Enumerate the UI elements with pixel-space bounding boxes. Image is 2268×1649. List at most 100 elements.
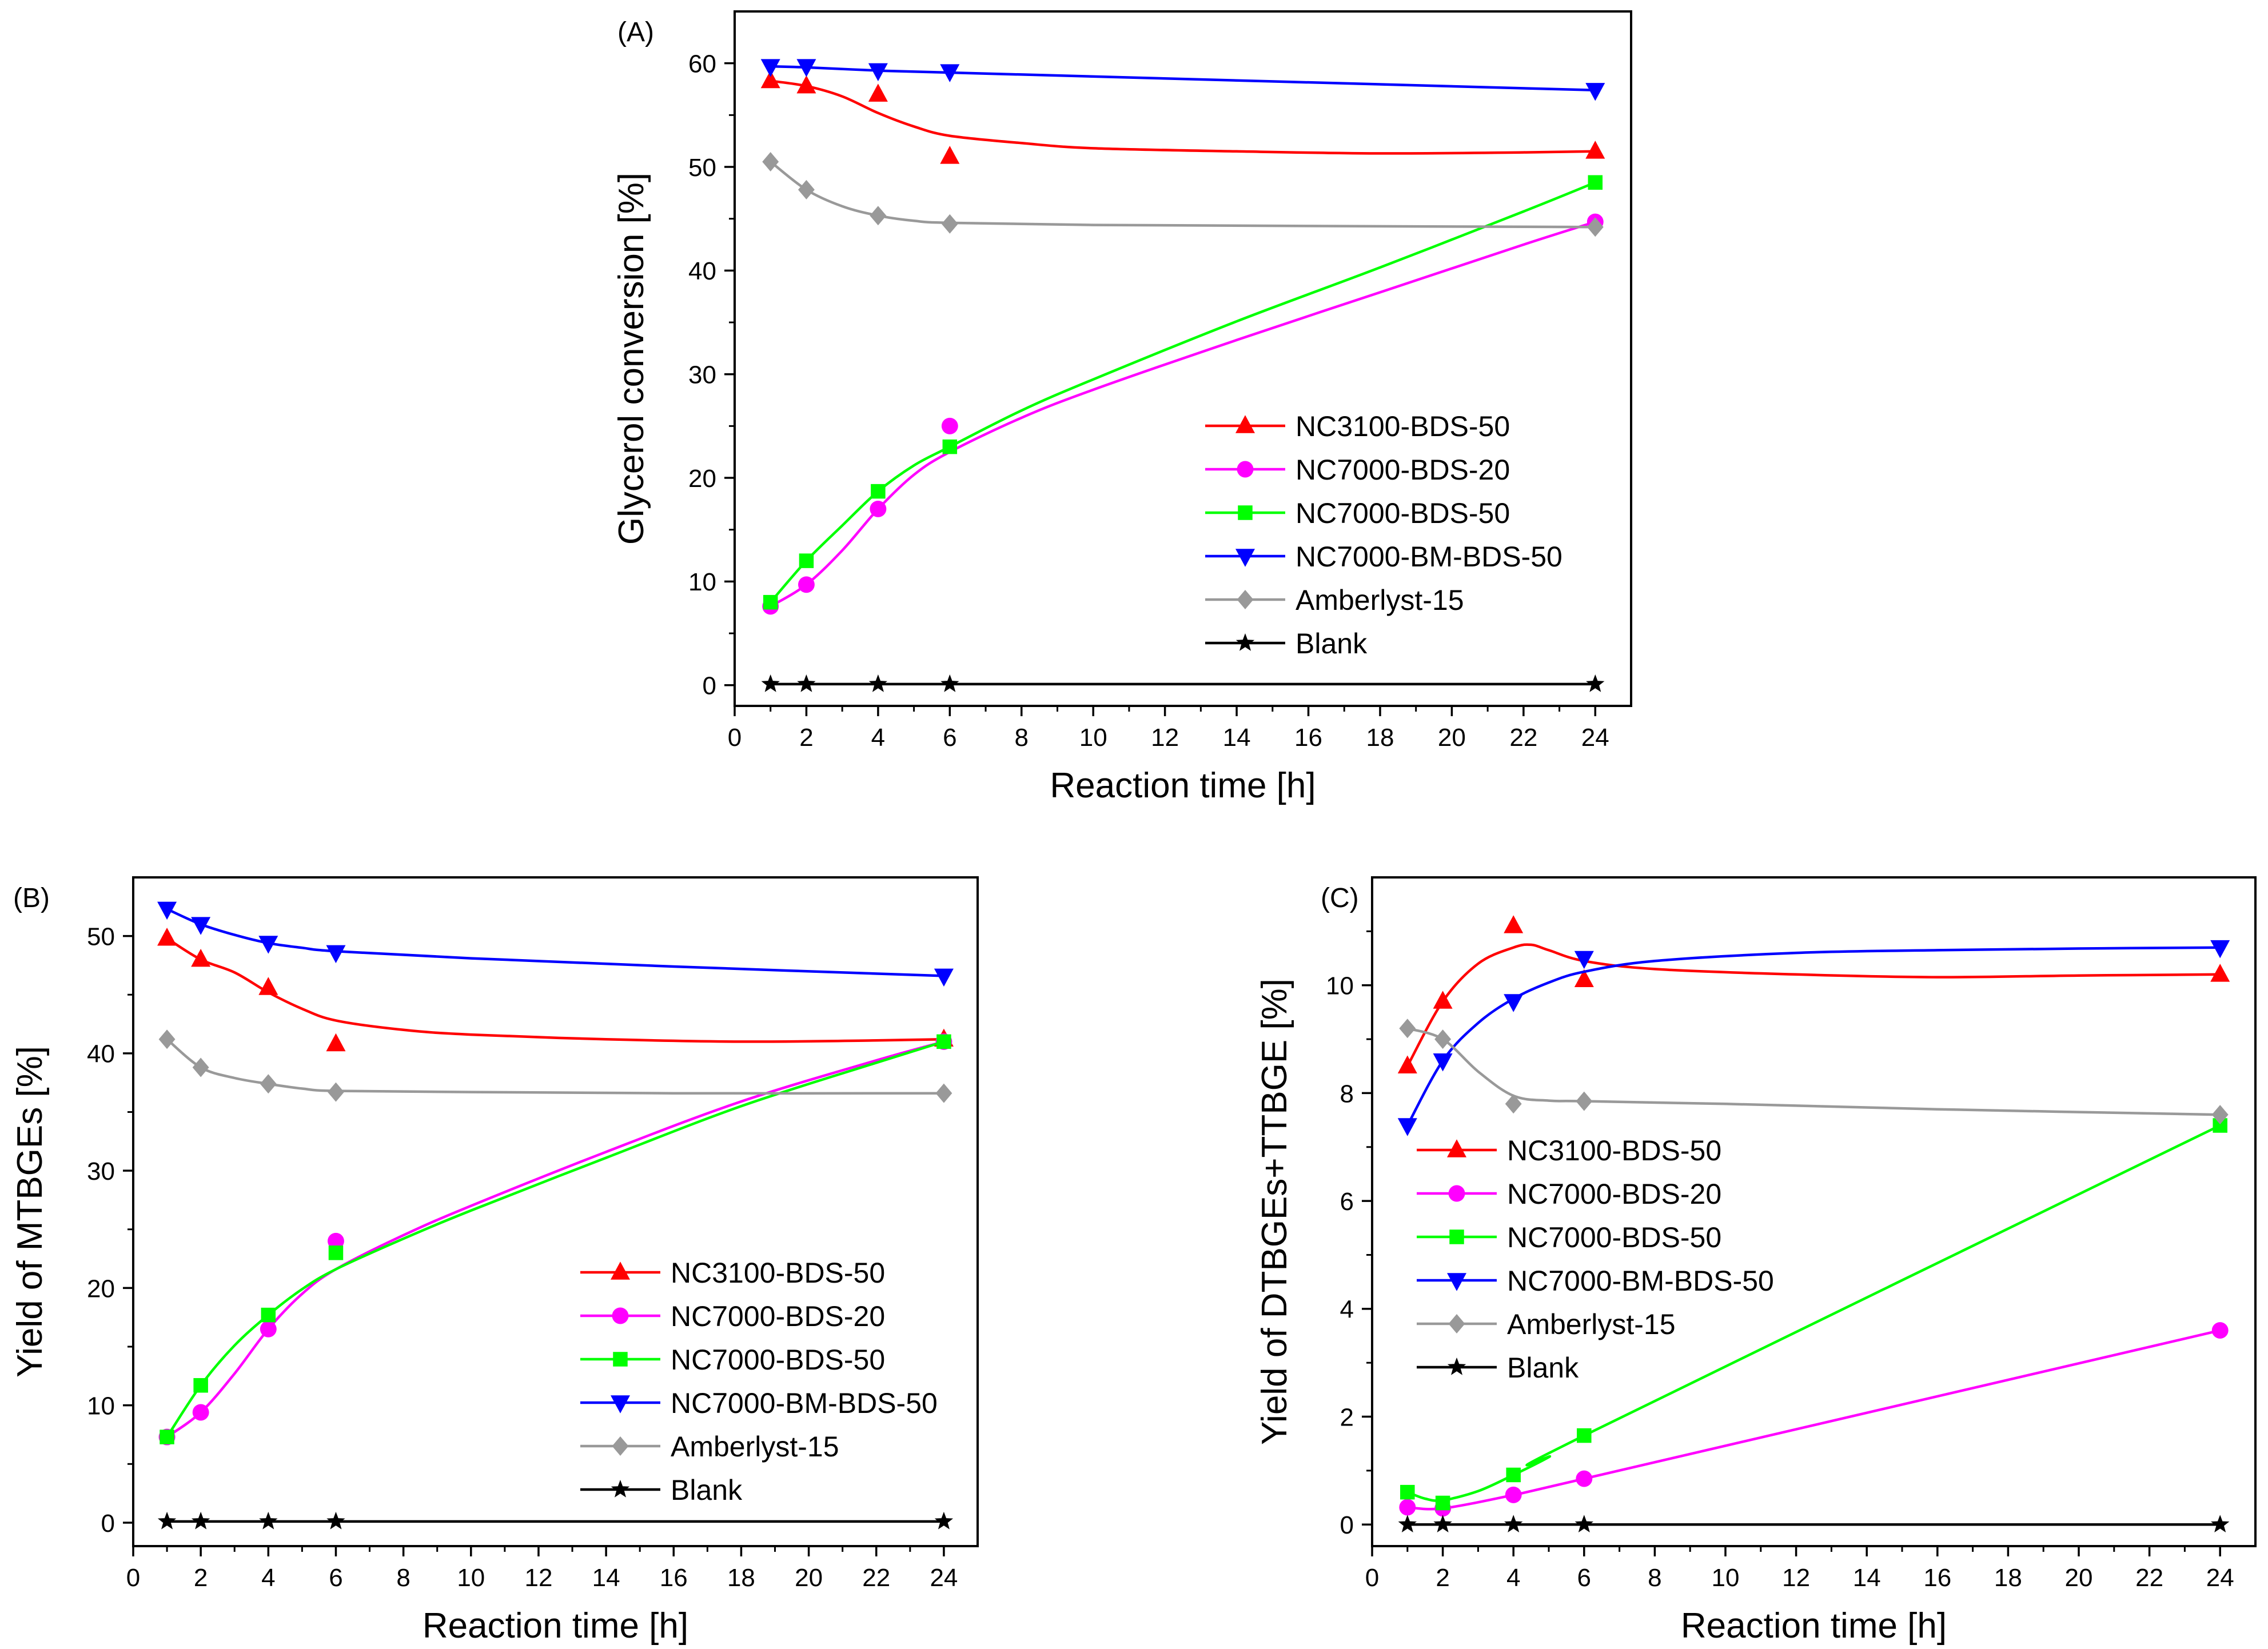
- data-point: [935, 1083, 952, 1103]
- data-point: [1399, 1499, 1416, 1516]
- series-amberlyst-15: [762, 151, 1604, 237]
- legend-marker: [1447, 1139, 1466, 1157]
- legend: NC3100-BDS-50 NC7000-BDS-20 NC7000-BDS-50 N…: [1205, 410, 1563, 660]
- legend-label: NC3100-BDS-50: [1507, 1135, 1721, 1167]
- legend-marker: [1238, 505, 1253, 520]
- data-point: [1397, 1055, 1417, 1073]
- x-tick-label: 2: [194, 1564, 208, 1592]
- y-tick-label: 0: [1340, 1511, 1354, 1539]
- panel-label: (A): [617, 17, 654, 47]
- y-tick-label: 50: [87, 923, 115, 951]
- legend-marker: [1448, 1185, 1465, 1202]
- legend-label: NC7000-BDS-20: [1507, 1178, 1721, 1210]
- panel-label: (C): [1321, 883, 1359, 913]
- x-tick-label: 20: [2065, 1564, 2093, 1592]
- x-tick-label: 6: [943, 724, 956, 752]
- x-tick-label: 24: [930, 1564, 958, 1592]
- series-line: [770, 65, 1596, 92]
- x-tick-label: 8: [396, 1564, 410, 1592]
- data-point: [160, 1430, 174, 1444]
- x-tick-label: 14: [592, 1564, 620, 1592]
- series-line: [166, 937, 944, 1043]
- data-point: [1574, 951, 1594, 969]
- data-point: [762, 151, 779, 171]
- data-point: [1505, 1486, 1522, 1503]
- legend-label: NC7000-BDS-50: [1507, 1221, 1721, 1253]
- series-nc3100-bds-50: [157, 928, 954, 1052]
- data-point: [2211, 1515, 2230, 1532]
- x-tick-label: 6: [1577, 1564, 1591, 1592]
- legend-marker: [611, 1395, 630, 1414]
- x-tick-label: 8: [1015, 724, 1029, 752]
- x-tick-label: 18: [1994, 1564, 2022, 1592]
- plot-frame: [734, 10, 1632, 707]
- data-point: [326, 1033, 346, 1052]
- data-point: [940, 64, 960, 82]
- legend-marker: [612, 1307, 629, 1324]
- series-blank: [157, 1511, 954, 1530]
- x-tick-label: 18: [727, 1564, 755, 1592]
- data-point: [1504, 1515, 1523, 1532]
- data-point: [191, 948, 211, 967]
- y-tick-label: 20: [688, 465, 716, 493]
- legend-marker: [1447, 1273, 1466, 1291]
- data-point: [1397, 1118, 1417, 1136]
- plot-frame: [132, 876, 979, 1547]
- x-axis-label: Reaction time [h]: [1050, 766, 1316, 805]
- data-point: [796, 75, 816, 94]
- x-tick-label: 22: [862, 1564, 890, 1592]
- legend-label: NC7000-BM-BDS-50: [671, 1387, 938, 1419]
- x-tick-label: 18: [1366, 724, 1394, 752]
- data-point: [936, 1034, 951, 1049]
- data-point: [1585, 141, 1605, 159]
- series-line: [166, 1038, 944, 1095]
- y-axis-label: Glycerol conversion [%]: [612, 173, 651, 545]
- series-nc3100-bds-50: [1397, 915, 2230, 1073]
- legend-label: Amberlyst-15: [1296, 584, 1464, 616]
- y-tick-label: 30: [688, 361, 716, 389]
- legend-label: Amberlyst-15: [671, 1431, 839, 1463]
- x-tick-label: 4: [261, 1564, 275, 1592]
- series-line: [1406, 946, 2221, 1127]
- x-tick-label: 22: [1509, 724, 1537, 752]
- data-point: [760, 59, 780, 77]
- x-tick-label: 8: [1648, 1564, 1661, 1592]
- series-blank: [761, 674, 1605, 692]
- x-tick-label: 12: [524, 1564, 552, 1592]
- data-point: [157, 1511, 177, 1530]
- x-tick-label: 16: [1923, 1564, 1951, 1592]
- data-point: [1575, 1515, 1593, 1532]
- series-nc7000-bm-bds-50: [1397, 940, 2230, 1136]
- data-point: [871, 484, 886, 499]
- data-point: [1434, 1029, 1452, 1049]
- series-line: [1407, 1027, 2221, 1116]
- legend-marker: [1235, 415, 1255, 433]
- legend-label: NC7000-BM-BDS-50: [1296, 541, 1563, 573]
- legend-marker: [1237, 461, 1254, 478]
- data-point: [934, 1511, 954, 1530]
- legend-label: Blank: [1296, 628, 1368, 660]
- data-point: [1576, 1091, 1593, 1111]
- data-point: [1398, 1515, 1417, 1532]
- x-tick-label: 22: [2135, 1564, 2163, 1592]
- data-point: [1433, 991, 1453, 1009]
- data-point: [157, 928, 177, 946]
- x-tick-label: 10: [457, 1564, 485, 1592]
- data-point: [1506, 1467, 1521, 1483]
- legend-marker: [613, 1352, 628, 1367]
- series-line: [166, 1040, 944, 1438]
- data-point: [260, 1320, 277, 1337]
- y-tick-label: 10: [87, 1392, 115, 1420]
- data-point: [1576, 1470, 1593, 1487]
- data-point: [192, 1511, 210, 1530]
- legend-label: Blank: [671, 1474, 743, 1506]
- x-tick-label: 10: [1079, 724, 1107, 752]
- data-point: [1504, 994, 1524, 1012]
- series-line: [770, 79, 1596, 155]
- y-tick-label: 4: [1340, 1296, 1354, 1324]
- data-point: [2211, 1322, 2229, 1339]
- series-line: [1406, 943, 2221, 1067]
- x-tick-label: 12: [1782, 1564, 1810, 1592]
